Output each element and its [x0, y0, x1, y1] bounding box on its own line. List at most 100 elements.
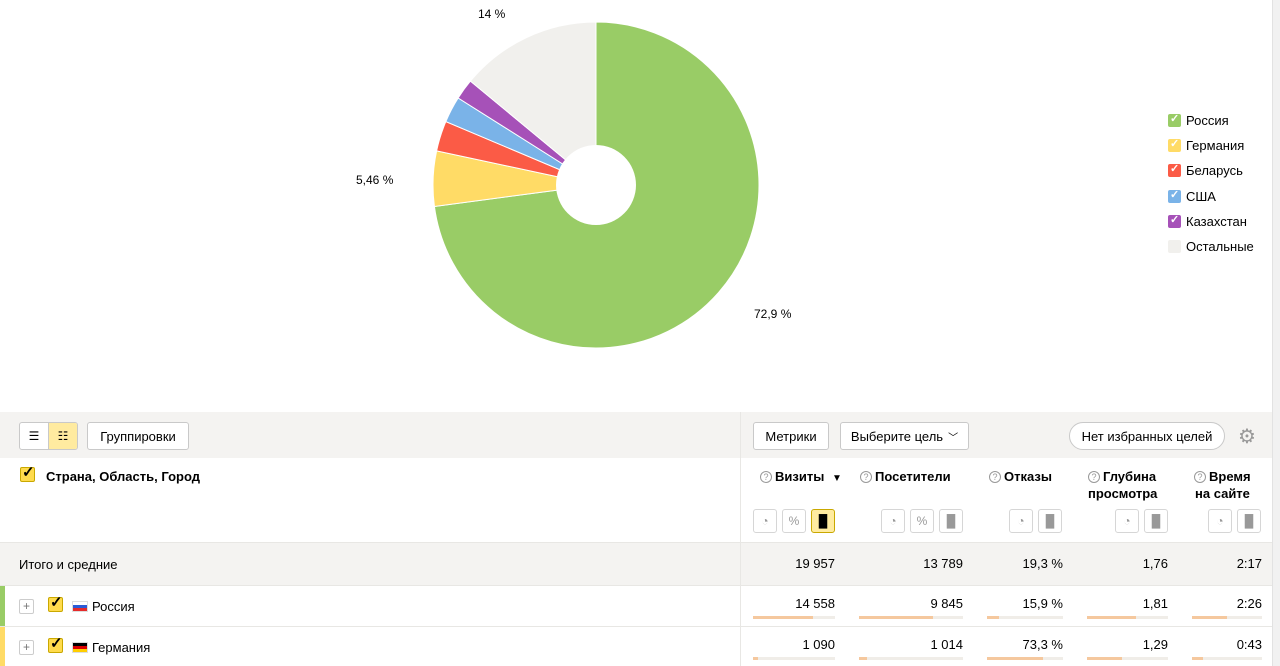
cell-value: 73,3 %: [1022, 637, 1063, 652]
legend-item[interactable]: Остальные: [1168, 234, 1254, 259]
total-visitors: 13 789: [923, 556, 963, 571]
row-color-strip: [0, 586, 5, 626]
list-icon[interactable]: ☰: [28, 429, 40, 443]
legend-checkbox[interactable]: [1168, 240, 1181, 254]
pie-chart-icon[interactable]: ◔: [1115, 509, 1139, 533]
legend-item[interactable]: ✓ США: [1168, 184, 1254, 209]
cell-bar: [1087, 657, 1122, 660]
pie-chart-icon[interactable]: ◔: [881, 509, 905, 533]
legend-checkbox[interactable]: ✓: [1168, 188, 1181, 203]
help-icon[interactable]: ?: [989, 471, 1001, 483]
legend-checkbox[interactable]: ✓: [1168, 113, 1181, 128]
view-mode-toggle[interactable]: ☰ ☷: [19, 422, 78, 450]
totals-label: Итого и средние: [19, 557, 118, 572]
flag-germany-icon: [72, 642, 88, 653]
metrics-button[interactable]: Метрики: [753, 422, 829, 450]
help-icon[interactable]: ?: [760, 471, 772, 483]
legend-item[interactable]: ✓ Германия: [1168, 133, 1254, 158]
bar-chart-icon[interactable]: ▐▌: [1038, 509, 1062, 533]
legend-label: Германия: [1186, 138, 1245, 154]
cell-bar: [1192, 616, 1227, 619]
row-label[interactable]: Германия: [92, 640, 151, 655]
flag-russia-icon: [72, 601, 88, 612]
percent-icon[interactable]: %: [910, 509, 934, 533]
total-depth: 1,76: [1142, 556, 1168, 571]
legend-label: Казахстан: [1186, 213, 1247, 229]
cell-value: 1,81: [1142, 596, 1168, 611]
cell-bar-track: [1192, 657, 1262, 660]
percent-icon[interactable]: %: [782, 509, 806, 533]
report-toolbar: ☰ ☷ Группировки Метрики Выберите цель ﹀ …: [0, 412, 1272, 458]
cell-bar: [987, 616, 999, 619]
groupings-button[interactable]: Группировки: [87, 422, 189, 450]
help-icon[interactable]: ?: [1088, 471, 1100, 483]
favorite-goals-button[interactable]: Нет избранных целей: [1069, 422, 1225, 450]
goal-select[interactable]: Выберите цель ﹀: [840, 422, 969, 450]
help-icon[interactable]: ?: [860, 471, 872, 483]
total-bounces: 19,3 %: [1022, 556, 1063, 571]
dimension-header[interactable]: Страна, Область, Город: [46, 469, 200, 484]
bar-chart-icon[interactable]: ▐▌: [939, 509, 963, 533]
bar-chart-icon[interactable]: ▐▌: [811, 509, 835, 533]
cell-bar: [1087, 616, 1136, 619]
select-all-checkbox[interactable]: [20, 463, 35, 482]
slice-label-russia: 72,9 %: [754, 307, 792, 321]
legend-checkbox[interactable]: ✓: [1168, 214, 1181, 228]
column-visits[interactable]: ? Визиты ▼: [760, 468, 842, 487]
cell-bar: [1192, 657, 1203, 660]
check-icon: ✓: [1170, 163, 1180, 176]
slice-label-germany: 5,46 %: [356, 173, 394, 187]
legend-item[interactable]: ✓ Россия: [1168, 108, 1254, 133]
cell-value: 15,9 %: [1022, 596, 1063, 611]
pie-chart-icon[interactable]: ◔: [1009, 509, 1033, 533]
pie-slice-5[interactable]: [469, 21, 597, 187]
column-depth[interactable]: ? Глубина просмотра: [1088, 469, 1158, 501]
row-checkbox[interactable]: [48, 634, 63, 653]
cell-bar: [987, 657, 1043, 660]
tree-icon[interactable]: ☷: [48, 423, 77, 449]
legend-checkbox[interactable]: ✓: [1168, 163, 1181, 178]
column-bounces[interactable]: ? Отказы: [989, 468, 1052, 485]
slice-label-others: 14 %: [478, 7, 506, 21]
bar-chart-icon[interactable]: ▐▌: [1237, 509, 1261, 533]
legend-label: Россия: [1186, 113, 1229, 129]
cell-value: 1 090: [802, 637, 835, 652]
totals-row: Итого и средние 19 957 13 789 19,3 % 1,7…: [0, 542, 1272, 585]
cell-value: 1 014: [930, 637, 963, 652]
column-separator: [740, 412, 741, 666]
donut-hole: [556, 145, 636, 225]
cell-value: 2:26: [1236, 596, 1262, 611]
cell-bar: [753, 616, 813, 619]
help-icon[interactable]: ?: [1194, 471, 1206, 483]
check-icon: ✓: [1170, 188, 1180, 201]
column-visitors[interactable]: ? Посетители: [860, 468, 951, 485]
column-time[interactable]: ? Время на сайте: [1194, 469, 1251, 501]
legend-item[interactable]: ✓ Беларусь: [1168, 158, 1254, 183]
cell-bar-track: [987, 616, 1063, 619]
cell-bar: [859, 616, 933, 619]
table-row[interactable]: + Германия 1 090 1 014 73,3 % 1,29 0:43: [0, 626, 1272, 666]
table-row[interactable]: + Россия 14 558 9 845 15,9 % 1,81 2:26: [0, 585, 1272, 626]
legend-item[interactable]: ✓ Казахстан: [1168, 209, 1254, 234]
expand-icon[interactable]: +: [19, 599, 34, 614]
row-checkbox[interactable]: [48, 593, 63, 612]
pie-chart: [432, 21, 760, 349]
sort-desc-icon: ▼: [831, 473, 842, 484]
cell-bar-track: [753, 657, 835, 660]
legend-checkbox[interactable]: ✓: [1168, 138, 1181, 153]
legend-label: Остальные: [1186, 239, 1254, 255]
cell-bar: [753, 657, 758, 660]
scrollbar[interactable]: [1272, 0, 1280, 666]
chart-legend: ✓ Россия ✓ Германия ✓ Беларусь ✓ США ✓ Казахстан О…: [1168, 108, 1254, 259]
pie-chart-icon[interactable]: ◔: [1208, 509, 1232, 533]
bar-chart-icon[interactable]: ▐▌: [1144, 509, 1168, 533]
gear-icon[interactable]: ⚙: [1238, 426, 1256, 448]
row-label[interactable]: Россия: [92, 599, 135, 614]
expand-icon[interactable]: +: [19, 640, 34, 655]
table-header: Страна, Область, Город ?Визиты ▼ ?Посети…: [0, 458, 1272, 542]
chevron-down-icon: ﹀: [948, 432, 959, 444]
legend-label: Беларусь: [1186, 163, 1243, 179]
pie-chart-icon[interactable]: ◔: [753, 509, 777, 533]
total-time: 2:17: [1236, 556, 1262, 571]
cell-bar-track: [1192, 616, 1262, 619]
